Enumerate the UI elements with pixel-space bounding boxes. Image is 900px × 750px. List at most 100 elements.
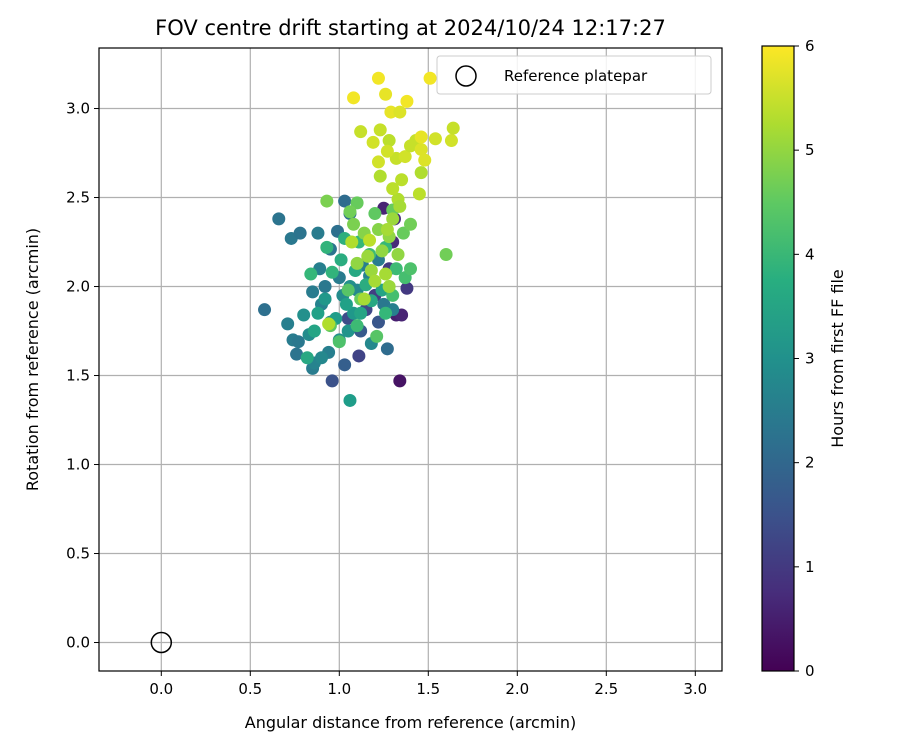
x-tick-label: 0.5 bbox=[238, 680, 262, 698]
data-point bbox=[300, 351, 314, 365]
colorbar-tick-label: 0 bbox=[805, 662, 815, 680]
data-point bbox=[315, 351, 328, 365]
data-point bbox=[389, 262, 403, 276]
data-point bbox=[341, 283, 355, 297]
data-point bbox=[428, 132, 442, 146]
data-point bbox=[400, 281, 414, 295]
gridlines bbox=[99, 48, 722, 671]
data-point bbox=[363, 233, 377, 247]
data-point bbox=[393, 105, 407, 119]
colorbar-tick-label: 4 bbox=[805, 245, 815, 263]
data-point bbox=[423, 71, 437, 85]
y-tick-label: 2.0 bbox=[66, 278, 90, 296]
data-point bbox=[318, 292, 332, 306]
y-tick-label: 2.5 bbox=[66, 189, 90, 207]
chart-title: FOV centre drift starting at 2024/10/24 … bbox=[155, 16, 666, 40]
data-point bbox=[338, 194, 352, 208]
data-point bbox=[404, 217, 417, 231]
data-point bbox=[318, 280, 332, 294]
y-tick-label: 1.5 bbox=[66, 367, 90, 385]
reference-platepar-marker bbox=[150, 631, 173, 654]
data-point bbox=[446, 121, 460, 135]
data-point bbox=[380, 223, 394, 237]
legend: Reference platepar bbox=[436, 55, 712, 95]
colorbar-ticks: 0 1 2 3 4 5 6 bbox=[794, 37, 815, 680]
data-point bbox=[414, 166, 428, 180]
data-point bbox=[395, 173, 409, 187]
x-tick-label: 1.0 bbox=[327, 680, 351, 698]
data-point bbox=[325, 265, 339, 279]
y-tick-label: 0.5 bbox=[66, 545, 90, 563]
data-point bbox=[414, 142, 428, 156]
data-point bbox=[297, 308, 311, 322]
legend-box bbox=[436, 55, 712, 95]
data-point bbox=[379, 267, 393, 281]
data-point bbox=[368, 207, 382, 221]
x-tick-label: 1.5 bbox=[416, 680, 440, 698]
data-point bbox=[380, 144, 394, 158]
data-point bbox=[371, 155, 385, 169]
data-point bbox=[382, 134, 396, 148]
data-point bbox=[322, 317, 336, 331]
data-point bbox=[382, 280, 396, 294]
y-axis-ticks: 0.0 0.5 1.0 1.5 2.0 2.5 3.0 bbox=[66, 100, 99, 652]
colorbar-tick-label: 3 bbox=[805, 350, 815, 368]
legend-label-reference: Reference platepar bbox=[504, 67, 648, 85]
x-axis-ticks: 0.0 0.5 1.0 1.5 2.0 2.5 3.0 bbox=[149, 671, 707, 698]
data-point bbox=[320, 240, 334, 254]
data-point bbox=[304, 267, 318, 281]
data-point bbox=[418, 153, 432, 167]
data-point bbox=[343, 393, 357, 407]
data-point bbox=[345, 235, 359, 249]
data-point bbox=[272, 212, 286, 226]
data-point bbox=[361, 249, 375, 263]
colorbar-tick-label: 6 bbox=[805, 37, 815, 55]
data-point bbox=[352, 349, 366, 363]
data-point bbox=[371, 71, 385, 85]
data-point bbox=[373, 169, 387, 183]
data-point bbox=[332, 335, 346, 349]
data-point bbox=[311, 306, 325, 320]
data-point bbox=[384, 105, 398, 119]
data-point bbox=[339, 297, 353, 311]
data-point bbox=[281, 317, 295, 331]
data-point bbox=[396, 226, 410, 240]
data-point bbox=[386, 182, 400, 196]
data-point bbox=[400, 94, 414, 108]
data-point bbox=[379, 306, 393, 320]
data-point bbox=[366, 135, 380, 149]
data-point bbox=[325, 374, 339, 388]
data-point bbox=[291, 335, 305, 349]
data-point bbox=[368, 274, 382, 288]
data-point bbox=[375, 244, 389, 258]
data-point bbox=[364, 264, 378, 277]
data-point bbox=[370, 329, 384, 343]
colorbar: 0 1 2 3 4 5 6 Hours from first FF file bbox=[761, 37, 847, 680]
data-point bbox=[293, 226, 307, 240]
data-point bbox=[373, 123, 387, 137]
data-point bbox=[371, 315, 385, 329]
data-point bbox=[412, 187, 426, 201]
data-point bbox=[439, 247, 453, 261]
data-point bbox=[380, 342, 394, 356]
data-point bbox=[354, 125, 368, 139]
y-tick-label: 1.0 bbox=[66, 456, 90, 474]
data-point bbox=[290, 347, 304, 361]
x-tick-label: 3.0 bbox=[683, 680, 707, 698]
legend-marker-reference bbox=[455, 65, 477, 87]
colorbar-gradient bbox=[761, 45, 795, 672]
data-point bbox=[320, 194, 334, 208]
data-point bbox=[343, 205, 357, 219]
data-point bbox=[414, 130, 428, 144]
x-tick-label: 2.0 bbox=[505, 680, 529, 698]
data-point bbox=[404, 262, 417, 276]
x-tick-label: 2.5 bbox=[594, 680, 618, 698]
data-point bbox=[334, 253, 348, 267]
y-tick-label: 0.0 bbox=[66, 634, 90, 652]
x-tick-label: 0.0 bbox=[149, 680, 173, 698]
data-point bbox=[350, 196, 364, 210]
data-point bbox=[306, 285, 320, 299]
y-axis-label: Rotation from reference (arcmin) bbox=[23, 228, 42, 491]
data-point bbox=[393, 199, 407, 213]
data-point bbox=[371, 223, 385, 237]
